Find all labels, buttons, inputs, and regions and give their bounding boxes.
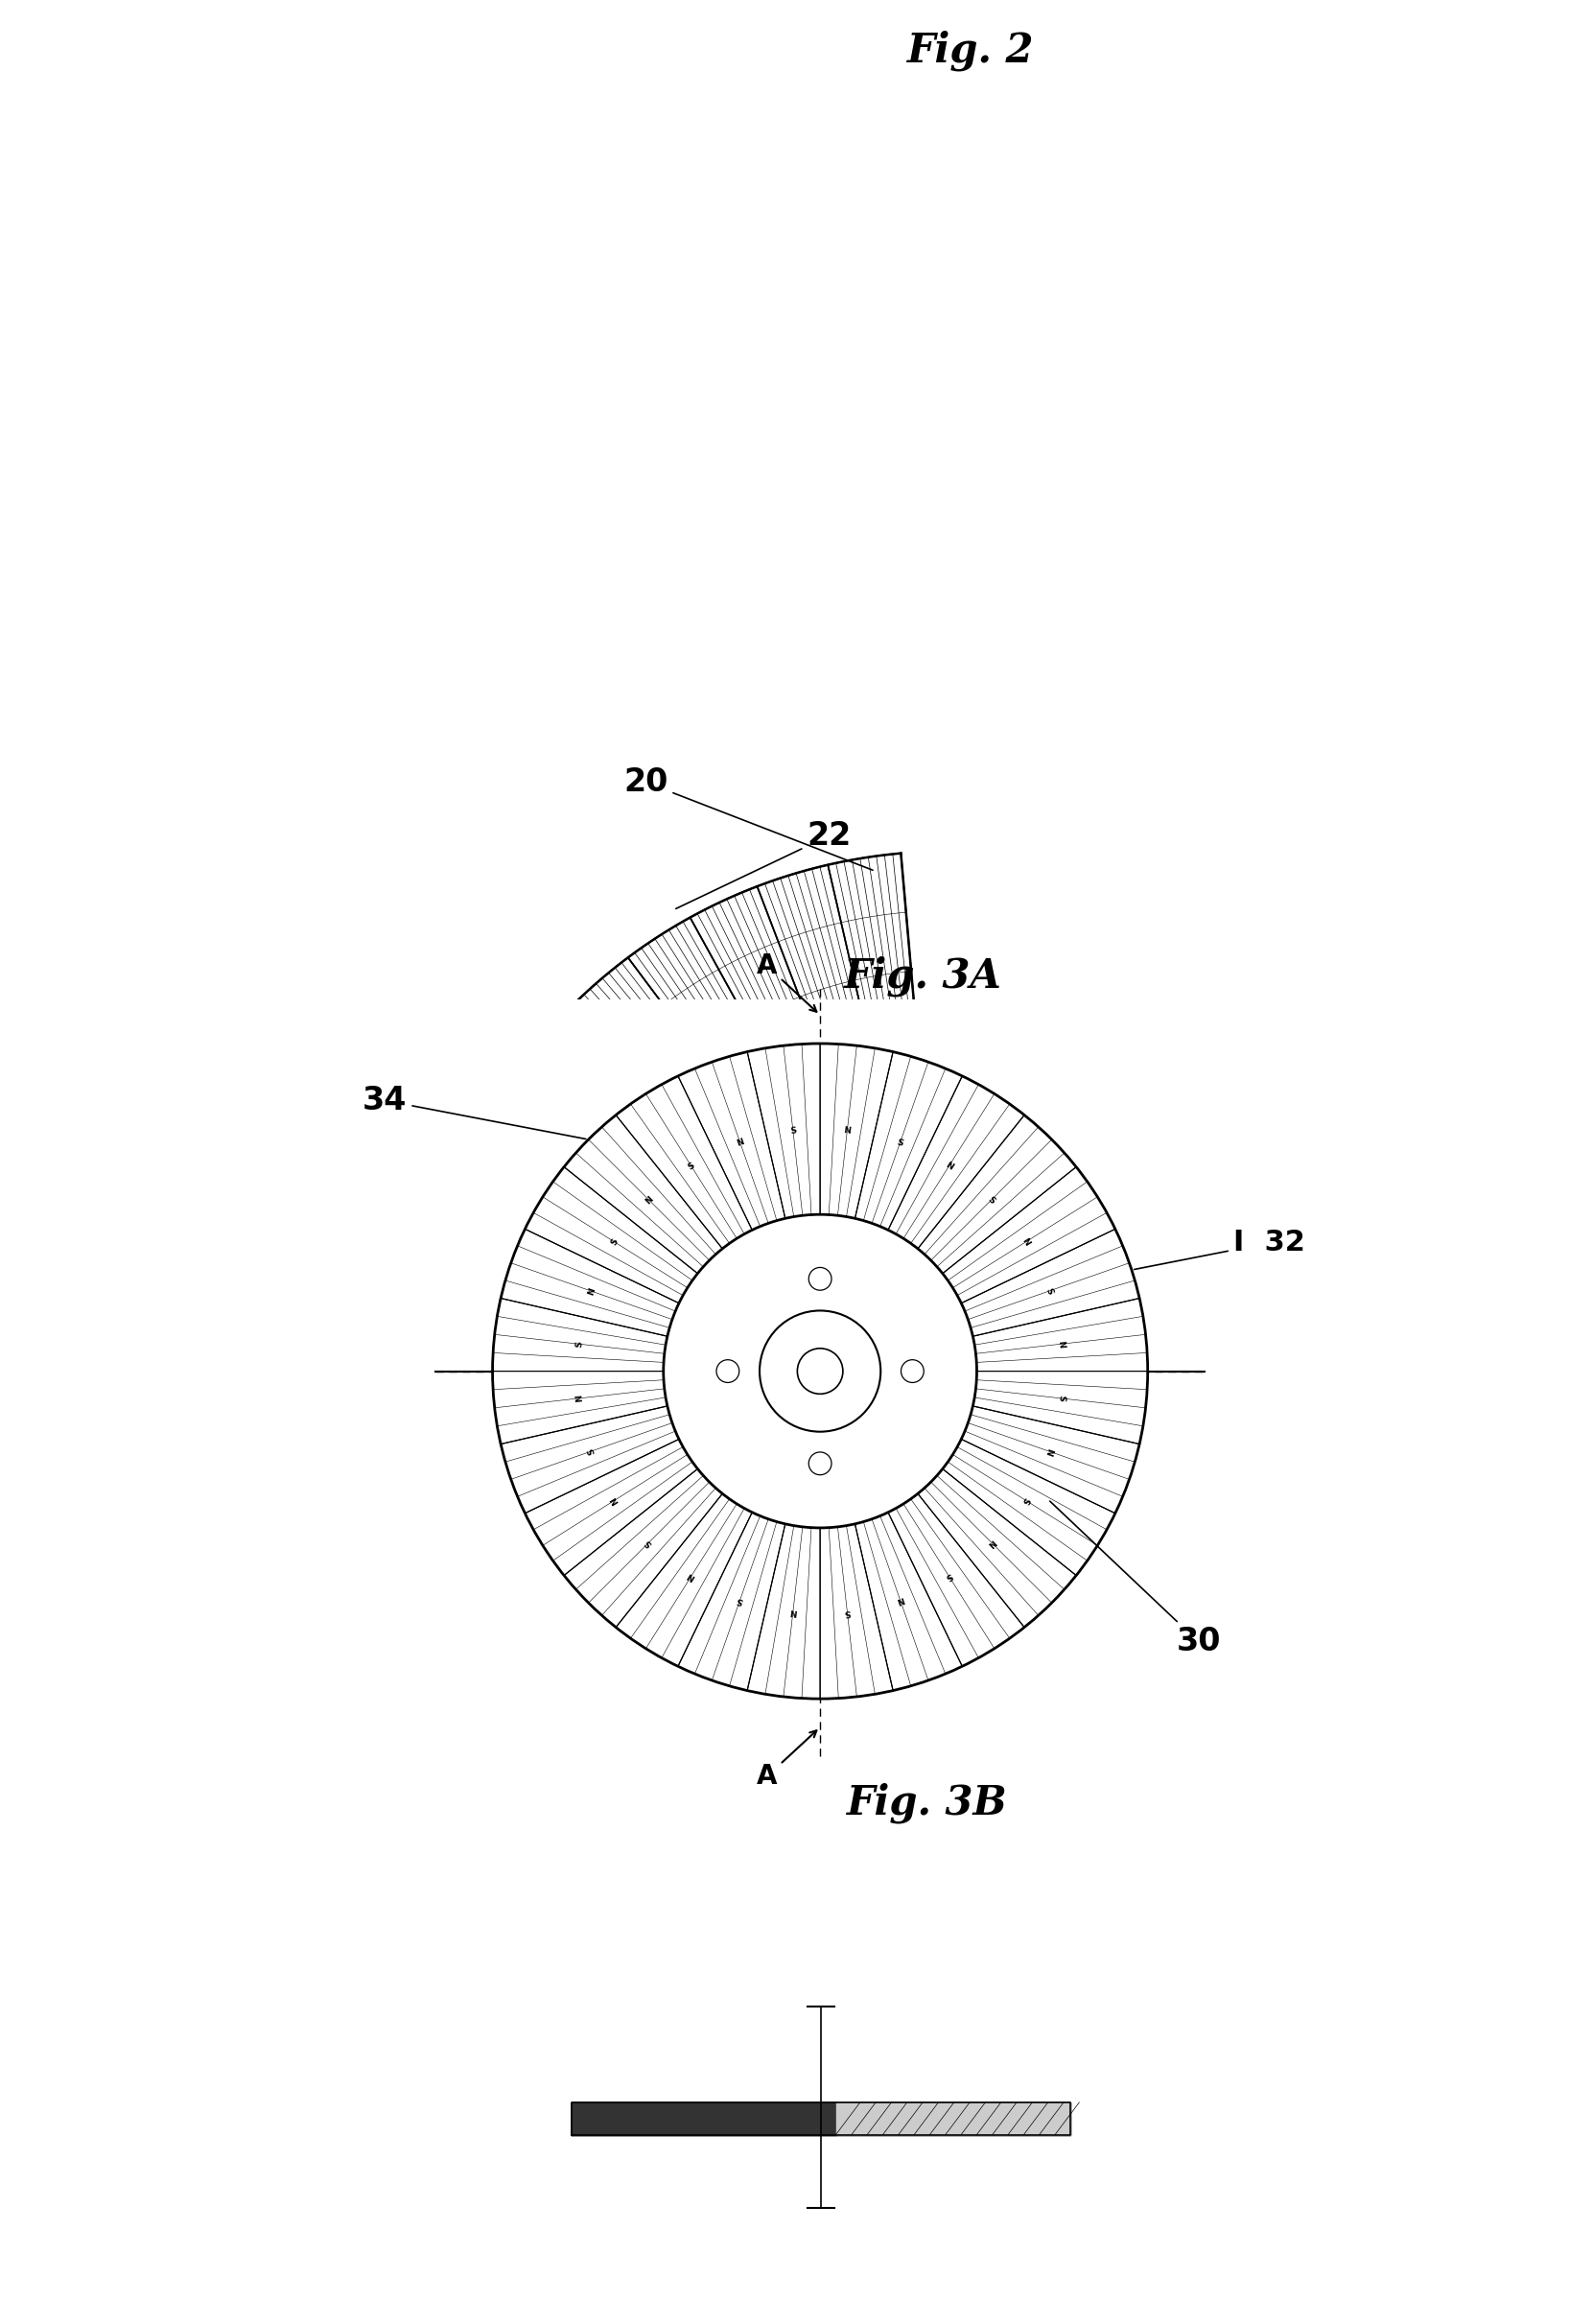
Text: S: S xyxy=(1056,1394,1065,1401)
Text: N: N xyxy=(789,1608,797,1618)
Text: S: S xyxy=(1020,1494,1031,1506)
Polygon shape xyxy=(962,1229,1139,1336)
Polygon shape xyxy=(943,1167,1116,1304)
Polygon shape xyxy=(731,1601,882,1896)
Circle shape xyxy=(797,1348,843,1394)
Polygon shape xyxy=(571,2103,836,2136)
Polygon shape xyxy=(573,957,805,1215)
Polygon shape xyxy=(428,1190,726,1329)
Polygon shape xyxy=(874,1620,948,1917)
Circle shape xyxy=(808,1452,832,1476)
Circle shape xyxy=(901,1360,924,1383)
Text: N: N xyxy=(587,1285,596,1297)
Polygon shape xyxy=(617,1076,752,1248)
Polygon shape xyxy=(962,1406,1139,1513)
Text: S: S xyxy=(574,1341,584,1348)
Polygon shape xyxy=(828,853,927,1153)
Text: N: N xyxy=(1043,1446,1054,1457)
Text: S: S xyxy=(844,1608,850,1618)
Polygon shape xyxy=(973,1371,1147,1443)
Polygon shape xyxy=(606,1566,822,1836)
Text: I  32: I 32 xyxy=(1134,1229,1305,1269)
Polygon shape xyxy=(821,1043,893,1218)
Text: Fig. 3A: Fig. 3A xyxy=(844,955,1003,997)
Polygon shape xyxy=(690,885,863,1176)
Polygon shape xyxy=(507,1518,772,1743)
Text: 30: 30 xyxy=(1050,1501,1221,1657)
Polygon shape xyxy=(552,1543,795,1794)
Text: N: N xyxy=(1020,1236,1031,1248)
Polygon shape xyxy=(417,1260,717,1362)
Polygon shape xyxy=(973,1299,1147,1371)
Text: N: N xyxy=(1056,1341,1065,1348)
Text: A: A xyxy=(756,953,816,1011)
Polygon shape xyxy=(747,1043,821,1218)
Polygon shape xyxy=(855,1513,962,1690)
Text: N: N xyxy=(736,1136,745,1148)
Polygon shape xyxy=(918,1116,1076,1274)
Polygon shape xyxy=(414,1394,714,1480)
Text: Fig. 2: Fig. 2 xyxy=(907,30,1034,70)
Polygon shape xyxy=(493,1371,667,1443)
Text: A: A xyxy=(756,1731,816,1789)
Polygon shape xyxy=(758,865,894,1162)
Polygon shape xyxy=(424,1427,723,1552)
Text: Fig. 3B: Fig. 3B xyxy=(847,1783,1007,1824)
Polygon shape xyxy=(501,1229,679,1336)
Polygon shape xyxy=(522,1006,780,1241)
Polygon shape xyxy=(442,1459,736,1620)
Polygon shape xyxy=(501,1406,679,1513)
Polygon shape xyxy=(571,2103,1070,2136)
Polygon shape xyxy=(836,2103,1070,2136)
Text: S: S xyxy=(985,1195,996,1206)
Polygon shape xyxy=(563,1469,722,1627)
Circle shape xyxy=(664,1215,977,1527)
Polygon shape xyxy=(678,1053,784,1229)
Polygon shape xyxy=(483,1062,759,1269)
Polygon shape xyxy=(678,1513,784,1690)
Text: S: S xyxy=(736,1594,745,1606)
Text: 20: 20 xyxy=(623,767,872,869)
Text: N: N xyxy=(643,1195,654,1206)
Text: N: N xyxy=(609,1494,621,1506)
Polygon shape xyxy=(493,1299,667,1371)
Polygon shape xyxy=(628,918,833,1195)
Polygon shape xyxy=(667,1585,852,1871)
Polygon shape xyxy=(469,1490,752,1685)
Polygon shape xyxy=(617,1494,752,1666)
Text: N: N xyxy=(686,1571,697,1583)
Polygon shape xyxy=(943,1439,1116,1576)
Text: S: S xyxy=(896,1136,904,1148)
Polygon shape xyxy=(563,1116,722,1274)
Polygon shape xyxy=(414,1334,712,1408)
Polygon shape xyxy=(526,1439,698,1576)
Text: N: N xyxy=(843,1125,852,1134)
Circle shape xyxy=(717,1360,739,1383)
Polygon shape xyxy=(747,1525,821,1699)
Polygon shape xyxy=(888,1076,1025,1248)
Text: S: S xyxy=(686,1160,697,1171)
Text: 22: 22 xyxy=(676,820,850,909)
Polygon shape xyxy=(888,1494,1025,1666)
Polygon shape xyxy=(821,1525,893,1699)
Text: S: S xyxy=(587,1448,596,1455)
Polygon shape xyxy=(450,1122,741,1297)
Text: N: N xyxy=(896,1594,905,1606)
Text: N: N xyxy=(574,1394,584,1401)
Text: S: S xyxy=(1043,1287,1054,1294)
Text: S: S xyxy=(789,1125,797,1134)
Polygon shape xyxy=(526,1167,698,1304)
Circle shape xyxy=(759,1311,880,1432)
Polygon shape xyxy=(918,1469,1076,1627)
Text: N: N xyxy=(985,1536,996,1548)
Polygon shape xyxy=(855,1053,962,1229)
Text: S: S xyxy=(945,1571,954,1583)
Polygon shape xyxy=(802,1613,915,1913)
Text: S: S xyxy=(643,1536,654,1548)
Text: S: S xyxy=(610,1236,620,1248)
Text: 34: 34 xyxy=(362,1085,585,1139)
Text: N: N xyxy=(943,1160,954,1171)
Circle shape xyxy=(808,1267,832,1290)
